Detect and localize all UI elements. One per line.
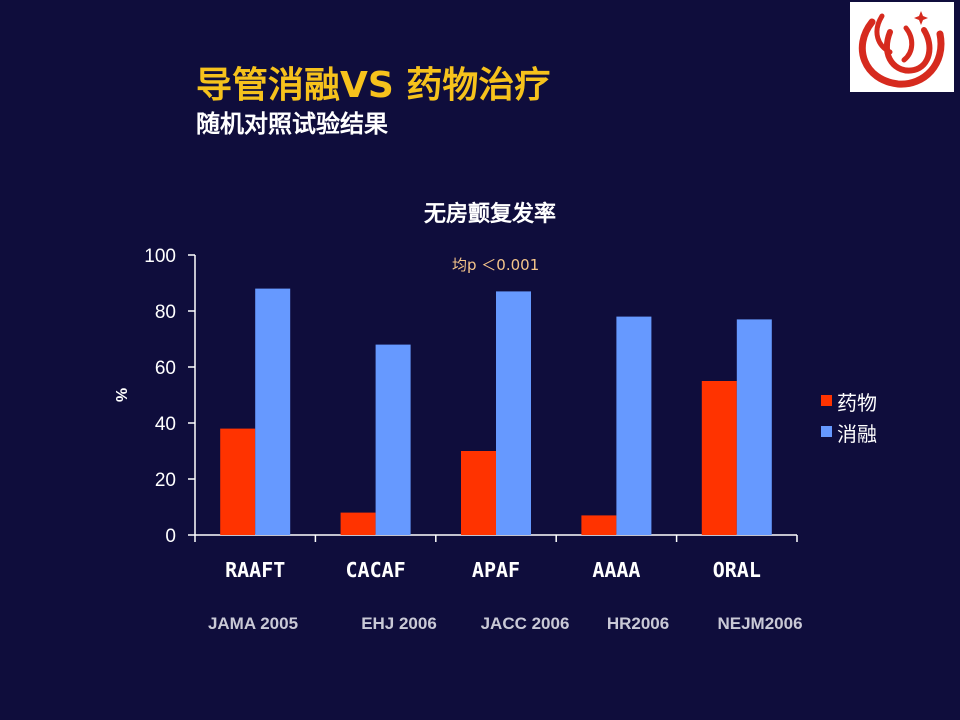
- source-citations: JAMA 2005 EHJ 2006 JACC 2006 HR2006 NEJM2006: [0, 614, 960, 638]
- bar: [220, 428, 256, 535]
- x-tick-label: CACAF: [345, 558, 405, 582]
- x-tick-label: APAF: [472, 558, 520, 582]
- bar: [581, 515, 617, 535]
- bar: [255, 288, 291, 535]
- source-citation: JACC 2006: [480, 614, 570, 633]
- bar: [340, 512, 376, 535]
- y-tick-label: 80: [155, 302, 176, 323]
- red-swirl-logo-icon: [858, 11, 945, 88]
- legend-swatch: [821, 395, 832, 406]
- x-tick-label: ORAL: [713, 558, 761, 582]
- y-tick-label: 100: [144, 246, 176, 267]
- legend-label: 药物: [837, 391, 877, 415]
- y-axis-label: %: [112, 388, 129, 402]
- bar: [375, 344, 411, 535]
- logo: [850, 2, 954, 92]
- y-tick-label: 0: [165, 526, 176, 547]
- bar: [701, 381, 737, 535]
- x-tick-label: AAAA: [592, 558, 640, 582]
- bar: [496, 291, 531, 535]
- source-citation: EHJ 2006: [361, 614, 437, 633]
- source-citation: JAMA 2005: [207, 614, 299, 633]
- bar: [616, 316, 652, 535]
- slide-title: 导管消融VS 药物治疗: [196, 65, 551, 106]
- p-value-annotation: 均p ＜0.001: [452, 256, 539, 274]
- legend-swatch: [821, 426, 832, 437]
- chart-title: 无房颤复发率: [424, 201, 556, 227]
- bar: [461, 451, 496, 535]
- source-citation: NEJM2006: [717, 614, 803, 633]
- x-tick-label: RAAFT: [225, 558, 285, 582]
- y-tick-label: 20: [155, 470, 176, 491]
- bars: RAAFT CACAF APAF AAAA ORAL: [220, 288, 772, 582]
- source-citation: HR2006: [606, 614, 670, 633]
- slide-subtitle: 随机对照试验结果: [196, 110, 388, 138]
- legend-label: 消融: [837, 422, 877, 446]
- bar: [736, 319, 772, 535]
- y-tick-label: 40: [155, 414, 176, 435]
- y-tick-label: 60: [155, 358, 176, 379]
